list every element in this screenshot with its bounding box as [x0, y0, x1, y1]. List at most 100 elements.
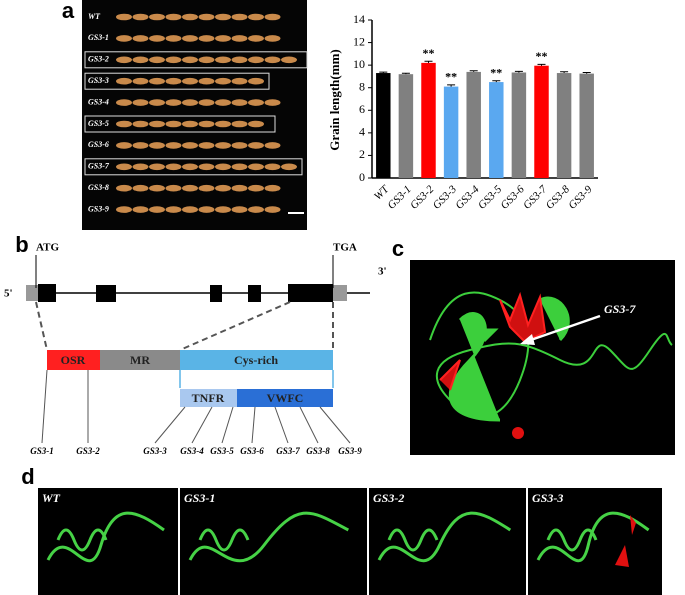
- grain: [248, 56, 264, 64]
- arrowhead: [520, 334, 535, 345]
- grain: [264, 184, 281, 192]
- panel-label: a: [62, 0, 75, 23]
- mutation-line: [221, 406, 234, 444]
- grain: [182, 184, 198, 192]
- grain: [198, 56, 215, 64]
- grain: [198, 206, 215, 213]
- grain: [281, 56, 297, 64]
- grain: [215, 163, 231, 171]
- mutation-line: [191, 406, 213, 444]
- grain: [165, 56, 182, 64]
- grain: [132, 13, 149, 21]
- grain: [198, 77, 215, 85]
- grain: [165, 35, 182, 42]
- error-bar: [424, 60, 433, 63]
- grain: [248, 142, 264, 149]
- grain: [116, 35, 132, 42]
- grain: [198, 163, 215, 171]
- domain-vwfc: [237, 389, 333, 407]
- x-tick-label: GS3-3: [431, 183, 460, 212]
- grain: [231, 184, 248, 192]
- error-bar: [447, 84, 456, 87]
- mutant-label: GS3-9: [338, 446, 362, 456]
- atom: [512, 427, 524, 439]
- grain: [281, 163, 297, 171]
- grain: [264, 206, 281, 213]
- grain: [231, 56, 248, 64]
- grain: [215, 35, 231, 42]
- grain: [182, 206, 198, 213]
- grain: [198, 184, 215, 192]
- grain: [116, 142, 132, 149]
- grain: [264, 56, 281, 64]
- row-label: WT: [88, 12, 101, 21]
- grain: [116, 120, 132, 128]
- significance: **: [536, 49, 548, 63]
- grain: [182, 77, 198, 85]
- bar: [376, 73, 391, 178]
- error-bar: [469, 70, 478, 72]
- mutant-label: GS3-1: [30, 446, 54, 456]
- mutation-line: [154, 406, 186, 444]
- bar: [534, 65, 549, 178]
- structures-d: WT GS3-1 GS3-2 GS3-3: [38, 488, 662, 595]
- grain: [215, 184, 231, 192]
- grain: [198, 120, 215, 128]
- error-bar: [401, 72, 410, 75]
- protein-ribbon: [377, 511, 512, 563]
- mutant-label: GS3-3: [143, 446, 167, 456]
- x-tick-label: GS3-9: [566, 183, 595, 212]
- grain: [182, 99, 198, 106]
- grain: [116, 77, 132, 85]
- grain: [116, 56, 132, 64]
- y-tick-label: 0: [359, 170, 365, 184]
- structure-background: [528, 488, 662, 595]
- domain-cys: [180, 350, 333, 370]
- protein-ribbon: [448, 296, 570, 422]
- row-label: GS3-9: [88, 204, 109, 213]
- grain: [149, 56, 165, 64]
- error-bar: [514, 70, 523, 73]
- structure-label: GS3-3: [532, 491, 563, 505]
- panel-label: b: [15, 232, 28, 257]
- utr: [26, 285, 38, 301]
- grain: [116, 13, 132, 21]
- protein-ribbon: [429, 291, 673, 418]
- mutant-label: GS3-7: [276, 446, 300, 456]
- protein-ribbon: [46, 511, 165, 563]
- row-label: GS3-2: [88, 55, 109, 64]
- panel-label: c: [392, 236, 404, 261]
- domain-label: OSR: [61, 353, 86, 367]
- grain: [149, 77, 165, 85]
- y-axis-label: Grain length(mm): [327, 49, 342, 150]
- mutation-line: [319, 406, 351, 444]
- exon: [96, 285, 116, 302]
- grain: [116, 184, 132, 192]
- grain: [182, 56, 198, 64]
- grain: [165, 142, 182, 149]
- x-tick-label: GS3-6: [498, 183, 527, 212]
- structure-label: GS3-7: [604, 302, 636, 316]
- row-label: GS3-6: [88, 140, 109, 149]
- domain-label: MR: [130, 353, 150, 367]
- grain: [165, 163, 182, 171]
- grain: [132, 99, 149, 106]
- grain: [165, 99, 182, 106]
- highlight-box: [84, 51, 308, 69]
- grain: [248, 13, 264, 21]
- error-bar: [492, 80, 501, 83]
- connector: [179, 301, 291, 351]
- grain: [248, 163, 264, 171]
- grain: [198, 35, 215, 42]
- grain: [248, 99, 264, 106]
- y-tick-label: 10: [353, 57, 365, 71]
- grain: [198, 142, 215, 149]
- grain: [248, 35, 264, 42]
- grain: [215, 77, 231, 85]
- y-tick-label: 6: [359, 102, 365, 116]
- domain-label: Cys-rich: [234, 353, 278, 367]
- grain: [264, 142, 281, 149]
- grain: [264, 99, 281, 106]
- structure-c: GS3-7: [410, 260, 675, 455]
